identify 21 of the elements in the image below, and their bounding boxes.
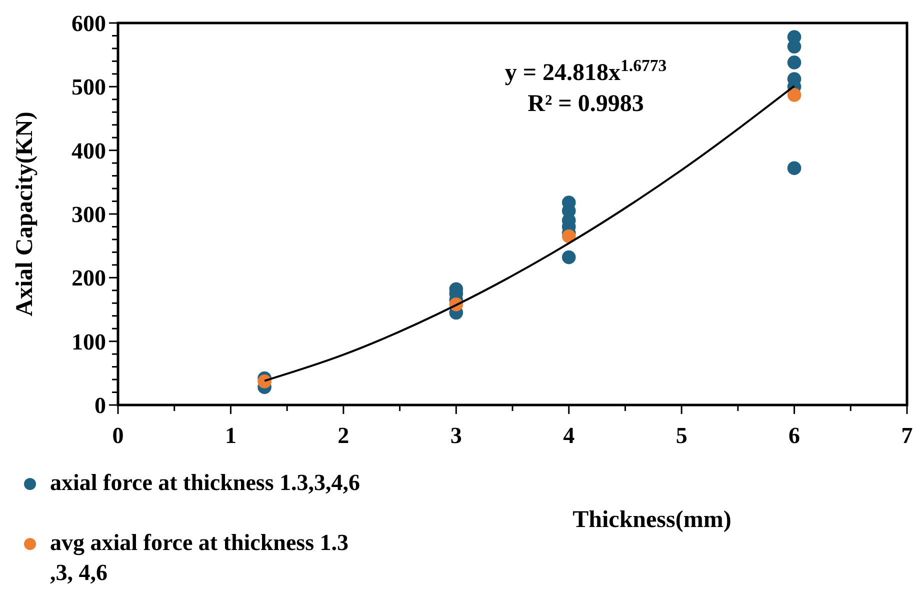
x-tick-label: 0 bbox=[112, 423, 124, 448]
x-tick-label: 2 bbox=[338, 423, 350, 448]
x-tick-label: 5 bbox=[676, 423, 688, 448]
x-tick-label: 4 bbox=[563, 423, 576, 448]
y-tick-label: 100 bbox=[72, 329, 106, 354]
x-tick-label: 6 bbox=[788, 423, 800, 448]
x-tick-label: 3 bbox=[450, 423, 462, 448]
legend-label: avg axial force at thickness 1.3 ,3, 4,6 bbox=[50, 530, 349, 585]
y-tick-label: 300 bbox=[72, 202, 106, 227]
x-tick-label: 7 bbox=[901, 423, 913, 448]
y-tick-label: 0 bbox=[94, 393, 106, 418]
legend-label: axial force at thickness 1.3,3,4,6 bbox=[50, 470, 360, 495]
y-tick-label: 500 bbox=[72, 74, 106, 100]
y-axis-title: Axial Capacity(KN) bbox=[12, 112, 38, 316]
y-tick-label: 400 bbox=[72, 138, 106, 164]
y-tick-label: 600 bbox=[72, 11, 106, 36]
annotation: y = 24.818x$^{1.6773}$ bbox=[504, 56, 667, 86]
x-axis-title: Thickness(mm) bbox=[572, 507, 732, 533]
x-tick-label: 1 bbox=[224, 423, 236, 448]
y-tick-label: 200 bbox=[72, 266, 106, 291]
annotation: R² = 0.9983 bbox=[528, 91, 644, 117]
